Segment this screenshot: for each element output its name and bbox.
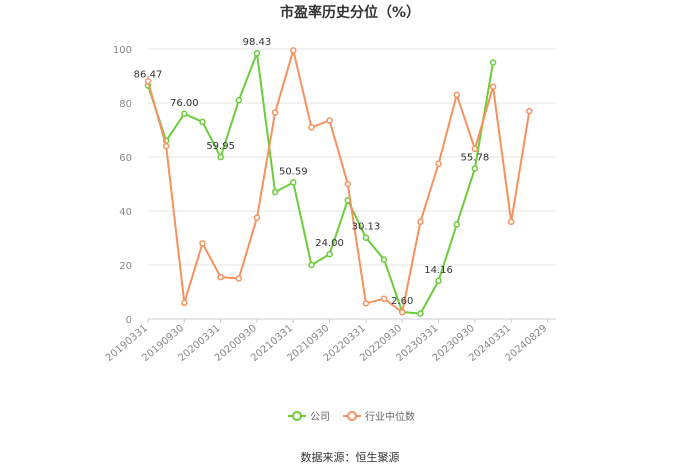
data-point[interactable] [526,107,533,115]
data-point[interactable] [453,91,460,99]
data-point[interactable] [181,110,188,118]
data-point[interactable] [507,218,515,226]
data-point[interactable] [398,309,406,316]
data-label: 2.60 [391,296,413,307]
data-point[interactable] [290,47,297,54]
data-point[interactable] [253,214,261,221]
y-tick-label: 0 [126,315,132,326]
data-point[interactable] [326,117,333,124]
data-point[interactable] [362,234,370,241]
data-point[interactable] [326,250,333,258]
chart-title: 市盈率历史分位（%） [280,4,420,21]
data-point[interactable] [489,59,497,66]
data-point[interactable] [435,277,442,285]
data-point[interactable] [271,109,279,116]
data-label: 14.16 [424,265,453,276]
data-point[interactable] [380,256,388,263]
data-point[interactable] [144,78,152,85]
data-label: 50.59 [279,166,308,177]
data-label: 98.43 [243,37,272,48]
series-line [147,49,531,314]
x-axis: 2019033120190930202003312020093020210331… [104,319,549,364]
legend: 公司 行业中位数 [288,410,415,423]
data-label: 59.95 [206,141,235,152]
data-point[interactable] [199,118,206,126]
series-line [147,52,495,315]
data-point[interactable] [308,261,315,269]
series-1 [144,47,533,316]
data-point[interactable] [181,299,188,307]
data-point[interactable] [290,179,297,186]
data-point[interactable] [271,188,279,196]
data-label: 30.13 [352,222,381,233]
legend-label-company: 公司 [310,412,330,423]
data-point[interactable] [308,124,315,131]
source-note: 数据来源：恒生聚源 [301,450,400,464]
legend-item-industry-median[interactable]: 行业中位数 [343,410,415,423]
data-point[interactable] [217,153,224,161]
data-label: 76.00 [170,98,199,109]
data-point[interactable] [489,83,497,91]
y-axis: 0 20 40 60 80 100 [113,45,132,326]
data-point[interactable] [235,97,243,104]
y-tick-label: 80 [119,99,132,110]
series-group [144,47,533,317]
data-point[interactable] [199,240,206,247]
data-label: 86.47 [134,70,163,81]
data-point[interactable] [417,310,424,317]
data-point[interactable] [471,145,479,153]
data-point[interactable] [235,275,243,282]
legend-label-industry-median: 行业中位数 [365,410,415,423]
data-labels: 86.47 76.00 59.95 98.43 50.59 24.00 30.13 2.60 1… [134,37,490,307]
data-label: 24.00 [315,238,344,249]
legend-item-company[interactable]: 公司 [288,411,330,423]
data-point[interactable] [435,160,442,167]
y-tick-label: 40 [119,207,132,218]
data-point[interactable] [344,180,352,188]
data-label: 55.78 [461,152,490,163]
series-0 [144,49,497,317]
y-tick-label: 100 [113,45,132,56]
data-point[interactable] [417,218,424,226]
data-point[interactable] [253,49,261,57]
data-point[interactable] [362,300,370,307]
y-tick-label: 20 [119,261,132,272]
data-point[interactable] [217,273,224,281]
y-tick-label: 60 [119,153,132,164]
data-point[interactable] [471,165,479,172]
data-point[interactable] [162,142,170,150]
data-point[interactable] [453,221,460,228]
data-point[interactable] [380,295,388,302]
